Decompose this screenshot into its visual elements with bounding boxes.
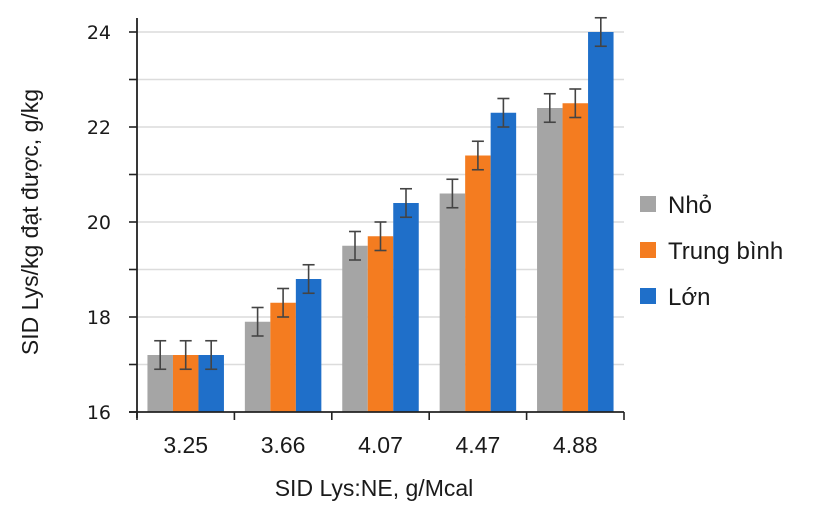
x-tick-labels: 3.25 3.66 4.07 4.47 4.88 (163, 432, 597, 458)
legend-swatch (640, 288, 656, 304)
bars (147, 32, 614, 412)
legend-swatch (640, 242, 656, 258)
legend-swatch (640, 196, 656, 212)
bar (367, 236, 394, 412)
bar (588, 32, 614, 412)
y-tick-label: 20 (87, 212, 111, 234)
y-tick-label: 18 (87, 307, 111, 329)
bar (562, 103, 589, 412)
axes (129, 18, 625, 420)
bar (537, 108, 563, 412)
legend-label: Trung bình (668, 238, 783, 265)
error-bars (154, 16, 607, 371)
x-tick-label: 4.47 (456, 432, 501, 458)
bar (342, 245, 368, 412)
bar (295, 279, 322, 412)
bar (270, 302, 296, 412)
bar (465, 155, 491, 412)
y-tick-label: 16 (87, 402, 111, 424)
bar (393, 203, 419, 412)
legend-label: Lớn (668, 284, 710, 311)
x-tick-label: 3.66 (261, 432, 306, 458)
legend: Nhỏ Trung bình Lớn (640, 192, 783, 311)
x-tick-label: 4.88 (553, 432, 598, 458)
x-tick-label: 4.07 (358, 432, 403, 458)
y-axis-title: SID Lys/kg đạt được, g/kg (17, 89, 43, 355)
legend-label: Nhỏ (668, 192, 712, 219)
y-tick-labels: 16 18 20 22 24 (87, 22, 111, 424)
y-tick-label: 24 (87, 22, 111, 44)
x-tick-label: 3.25 (163, 432, 208, 458)
bar (439, 193, 466, 412)
bar (490, 112, 517, 412)
x-axis-title: SID Lys:NE, g/Mcal (275, 475, 474, 501)
y-tick-label: 22 (87, 117, 111, 139)
